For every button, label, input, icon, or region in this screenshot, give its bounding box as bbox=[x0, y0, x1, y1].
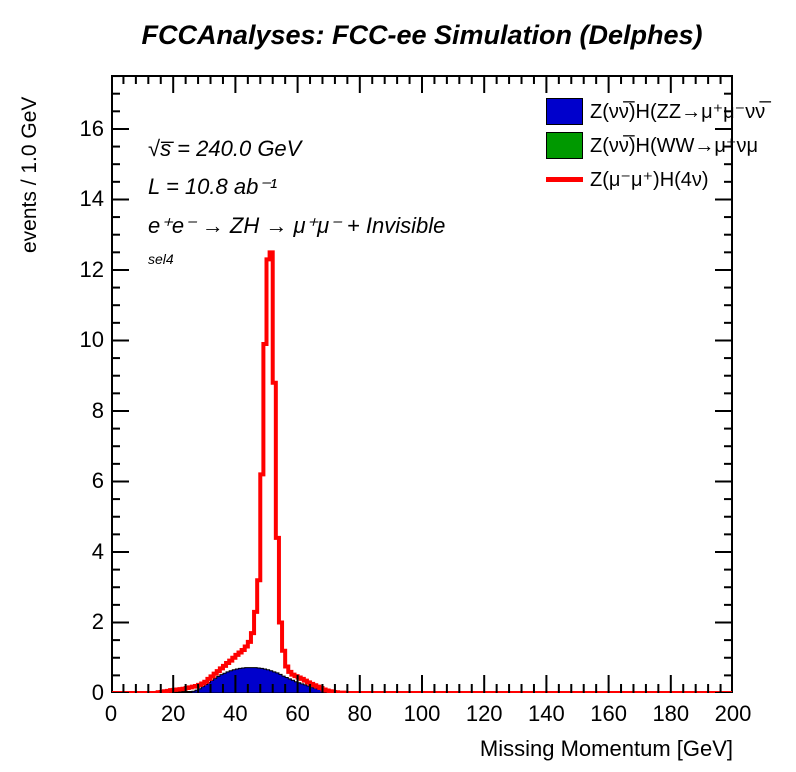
x-tick-label-40: 40 bbox=[223, 701, 248, 726]
x-tick-label-200: 200 bbox=[714, 701, 752, 726]
legend-item-0: Z(νν̅)H(ZZ→μ⁺μ⁻νν̅ bbox=[546, 94, 765, 128]
filled-histogram-0 bbox=[111, 667, 733, 693]
x-tick-label-60: 60 bbox=[285, 701, 310, 726]
x-tick-label-0: 0 bbox=[104, 701, 118, 726]
y-tick-label-12: 12 bbox=[79, 256, 104, 282]
y-tick-label-10: 10 bbox=[79, 327, 104, 353]
y-tick-label-14: 14 bbox=[79, 186, 104, 212]
plot-title: FCCAnalyses: FCC-ee Simulation (Delphes) bbox=[141, 20, 703, 50]
y-tick-label-0: 0 bbox=[91, 680, 104, 705]
histogram-plot-area bbox=[111, 75, 733, 693]
x-axis-title: Missing Momentum [GeV] bbox=[479, 736, 733, 761]
legend-line-swatch bbox=[546, 176, 583, 182]
annotation-energy: √s̅ = 240.0 GeV bbox=[148, 136, 302, 161]
y-tick-label-2: 2 bbox=[91, 609, 104, 635]
legend-item-1: Z(νν̅)H(WW→μ⁺νμ bbox=[546, 128, 758, 162]
x-tick-label-20: 20 bbox=[160, 701, 186, 726]
legend-label-0: Z(νν̅)H(ZZ→μ⁺μ⁻νν̅ bbox=[590, 100, 766, 123]
y-tick-label-4: 4 bbox=[91, 538, 104, 564]
legend-fill-swatch bbox=[546, 97, 583, 125]
x-tick-label-80: 80 bbox=[347, 701, 373, 726]
annotation-selection: sel4 bbox=[148, 251, 174, 267]
x-tick-label-180: 180 bbox=[652, 701, 690, 726]
legend-label-1: Z(νν̅)H(WW→μ⁺νμ bbox=[590, 134, 758, 157]
x-tick-label-160: 160 bbox=[590, 701, 627, 726]
legend-fill-swatch bbox=[546, 131, 583, 159]
x-tick-label-100: 100 bbox=[403, 701, 441, 726]
annotation-process: e⁺e⁻ → ZH → μ⁺μ⁻ + Invisible bbox=[148, 213, 446, 238]
line-histogram-0 bbox=[111, 250, 733, 693]
annotation-luminosity: L = 10.8 ab⁻¹ bbox=[148, 174, 278, 199]
legend-label-2: Z(μ⁻μ⁺)H(4ν) bbox=[590, 168, 709, 191]
legend-item-2: Z(μ⁻μ⁺)H(4ν) bbox=[546, 162, 709, 196]
y-tick-label-16: 16 bbox=[79, 115, 104, 141]
x-tick-label-140: 140 bbox=[528, 701, 565, 726]
y-tick-label-8: 8 bbox=[91, 397, 104, 423]
legend: Z(νν̅)H(ZZ→μ⁺μ⁻νν̅ Z(νν̅)H(WW→μ⁺νμ Z(μ⁻μ⁺)… bbox=[546, 94, 796, 196]
x-tick-label-120: 120 bbox=[465, 701, 503, 726]
plot-frame bbox=[111, 75, 733, 693]
y-tick-label-6: 6 bbox=[91, 468, 104, 494]
